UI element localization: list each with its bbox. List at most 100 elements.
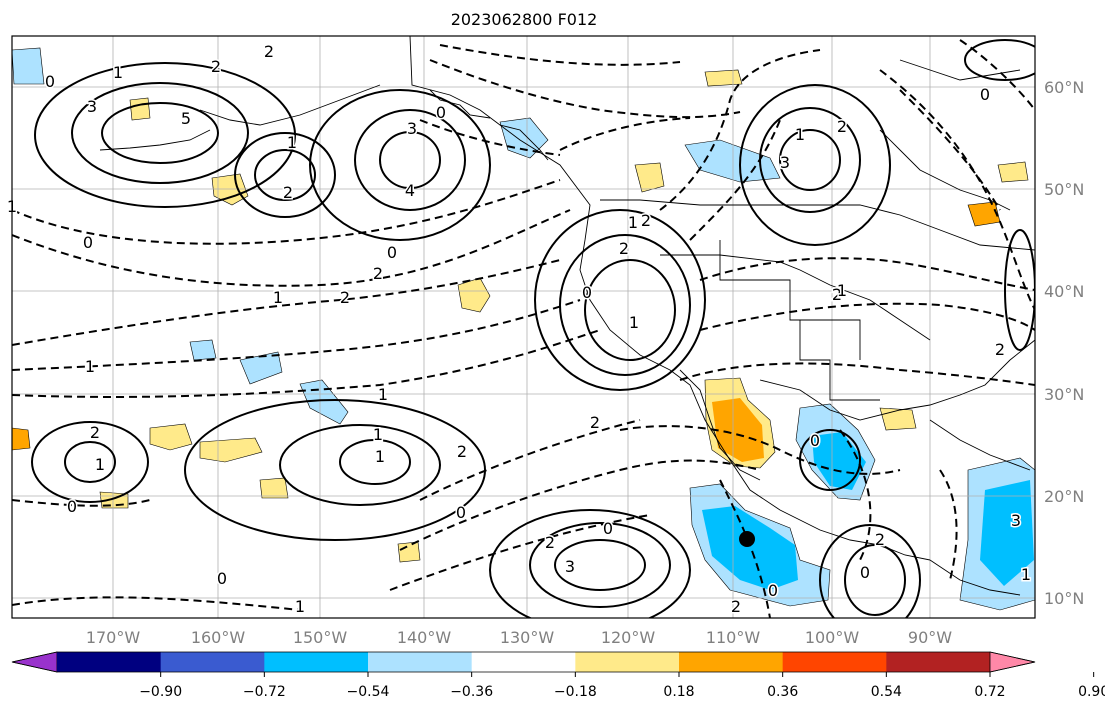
colorbar-extend-max: [989, 651, 1036, 673]
contour-label: 2: [995, 340, 1005, 359]
colorbar-tick-label: −0.36: [450, 684, 493, 700]
contour-label: 2: [211, 57, 221, 76]
lon-label: 140°W: [397, 628, 452, 647]
contour-label: 0: [980, 85, 990, 104]
contour-label: 3: [407, 119, 417, 138]
lat-label: 20°N: [1044, 487, 1084, 506]
positive-region-12: [129, 97, 151, 121]
colorbar-tick-label: 0.54: [871, 684, 902, 700]
lon-label: 90°W: [908, 628, 952, 647]
lon-label: 150°W: [293, 628, 348, 647]
contour-label: 0: [83, 233, 93, 252]
contour-label: 5: [181, 109, 191, 128]
colorbar-outline: [11, 651, 1036, 673]
lat-label: 10°N: [1044, 589, 1084, 608]
colorbar-segment: [782, 652, 887, 672]
contour-label: 2: [283, 183, 293, 202]
shading-layer: [12, 47, 1035, 611]
contour-label: 0: [768, 581, 778, 600]
contour-label: 2: [457, 442, 467, 461]
positive-core-mexico: [712, 398, 764, 462]
contour-label: 1: [837, 281, 847, 300]
contour-label: 2: [340, 288, 350, 307]
contours-negative: [12, 39, 1035, 618]
lat-label: 30°N: [1044, 385, 1084, 404]
contour-label: 0: [387, 243, 397, 262]
latitude-labels: 60°N 50°N 40°N 30°N 20°N 10°N: [1044, 78, 1084, 608]
colorbar-segment: [886, 652, 991, 672]
contour-label: 4: [405, 181, 415, 200]
colorbar-segment: [264, 652, 369, 672]
contour-label: 2: [641, 211, 651, 230]
colorbar-extend-min: [11, 651, 58, 673]
positive-region-9: [12, 427, 31, 451]
contour-label: 1: [287, 133, 297, 152]
positive-region-11: [997, 161, 1029, 183]
contour-label: 0: [45, 72, 55, 91]
contour-label: 1: [795, 125, 805, 144]
contour-label: 2: [837, 117, 847, 136]
lon-label: 170°W: [86, 628, 141, 647]
contour-label: 3: [780, 153, 790, 172]
colorbar-tick-label: 0.18: [663, 684, 694, 700]
contour-label: 2: [264, 42, 274, 61]
contour-label: 1: [628, 213, 638, 232]
contour-label: 2: [875, 530, 885, 549]
contour-label: 0: [810, 431, 820, 450]
map-title: 2023062800 F012: [450, 10, 598, 29]
map-border: [11, 35, 1036, 619]
colorbar-segment: [679, 652, 784, 672]
positive-region-2: [149, 423, 193, 451]
contour-label: 0: [603, 519, 613, 538]
negative-core-carib: [980, 480, 1034, 586]
coastlines: [99, 36, 1035, 596]
contour-label: 2: [619, 239, 629, 258]
negative-core-gulf: [812, 432, 866, 490]
positive-region-3: [199, 437, 263, 463]
contour-label: 2: [90, 423, 100, 442]
contour-label: 0: [582, 283, 592, 302]
lat-label: 50°N: [1044, 180, 1084, 199]
colorbar-ticks: −0.90 −0.72 −0.54 −0.36 −0.18 0.18 0.36 0.54 0.7…: [139, 672, 1105, 700]
contour-label: 2: [731, 597, 741, 616]
positive-region-13: [259, 477, 289, 499]
contour-label: 1: [95, 455, 105, 474]
colorbar-tick-label: −0.54: [347, 684, 390, 700]
lon-label: 120°W: [601, 628, 656, 647]
colorbar: −0.90 −0.72 −0.54 −0.36 −0.18 0.18 0.36 0.54 0.7…: [11, 651, 1105, 700]
contours-positive: [31, 39, 1035, 618]
colorbar-tick-label: 0.36: [767, 684, 798, 700]
contour-label: 0: [217, 569, 227, 588]
contour-label: 2: [373, 264, 383, 283]
contour-label: 0: [436, 103, 446, 122]
colorbar-segments: [11, 651, 1036, 673]
lat-label: 40°N: [1044, 282, 1084, 301]
contour-label: 1: [629, 313, 639, 332]
lon-label: 110°W: [706, 628, 761, 647]
contour-label: 1: [373, 425, 383, 444]
positive-region-10: [704, 69, 743, 87]
negative-region-4: [12, 47, 45, 85]
contour-label: 1: [375, 447, 385, 466]
negative-region-6: [189, 339, 217, 361]
contour-label: 0: [67, 497, 77, 516]
contour-label: 1: [273, 288, 283, 307]
colorbar-tick-label: −0.18: [554, 684, 597, 700]
contour-label: 2: [545, 533, 555, 552]
contour-label: 1: [1021, 565, 1031, 584]
contour-label: 3: [565, 557, 575, 576]
contour-label: 1: [85, 357, 95, 376]
colorbar-tick-label: 0.72: [974, 684, 1005, 700]
lon-label: 130°W: [500, 628, 555, 647]
colorbar-tick-label: −0.72: [243, 684, 286, 700]
colorbar-segment: [57, 652, 162, 672]
positive-region-4: [634, 162, 665, 193]
negative-region-2: [239, 351, 283, 385]
contour-label: 2: [590, 413, 600, 432]
lon-label: 160°W: [191, 628, 246, 647]
longitude-labels: 170°W 160°W 150°W 140°W 130°W 120°W 110°…: [86, 628, 952, 647]
positive-region-5: [879, 407, 917, 431]
graticule: [12, 36, 1035, 618]
